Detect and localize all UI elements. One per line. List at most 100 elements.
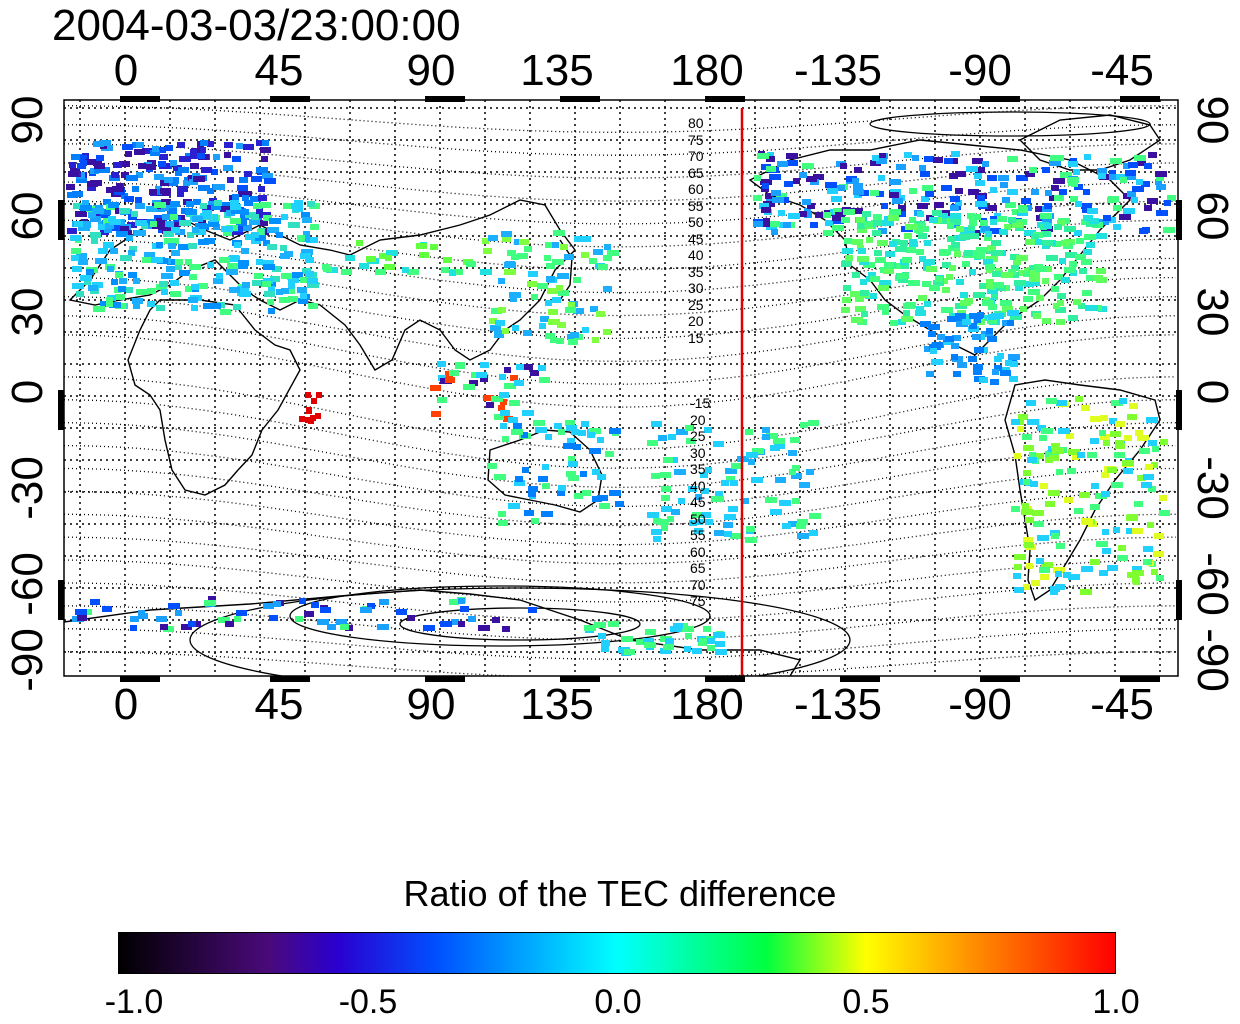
tec-data-point (565, 420, 575, 426)
tec-data-point (1127, 572, 1139, 578)
tick-bottom-label: 0 (113, 680, 139, 729)
tec-data-point (1029, 167, 1037, 173)
tec-data-point (922, 281, 931, 287)
tec-data-point (360, 607, 372, 613)
tec-data-point (837, 185, 845, 191)
frame-tick (425, 96, 465, 102)
tec-data-point (539, 377, 550, 383)
tec-data-point (535, 427, 547, 433)
tec-data-point (1144, 163, 1152, 169)
tec-data-point (345, 255, 355, 261)
tec-data-point (1040, 224, 1047, 230)
tec-data-point (1156, 184, 1166, 190)
tec-data-point (162, 214, 172, 220)
tec-data-point (517, 253, 528, 259)
tec-data-point (1099, 219, 1109, 225)
tec-data-point (288, 296, 298, 302)
tec-data-point (1041, 428, 1053, 434)
tec-data-point (951, 343, 959, 349)
tec-data-point (1091, 483, 1099, 489)
tec-data-point (209, 214, 218, 220)
tec-data-point (128, 250, 135, 256)
tec-data-point (540, 316, 549, 322)
tec-data-point (98, 224, 105, 230)
tec-data-point (509, 292, 521, 298)
tec-data-point (1024, 542, 1034, 548)
tec-data-point (846, 176, 857, 182)
tec-data-point (1054, 224, 1062, 230)
tec-data-point (1159, 495, 1167, 501)
tec-data-point (765, 497, 777, 503)
tec-data-point (889, 209, 901, 215)
tec-data-point (1101, 491, 1110, 497)
tec-data-point (950, 219, 961, 225)
tec-data-point (1041, 562, 1053, 568)
frame-tick (980, 676, 1020, 682)
tec-data-point (1039, 435, 1047, 441)
tec-data-point (865, 293, 877, 299)
tec-data-point (299, 598, 306, 604)
tec-data-point (150, 150, 160, 156)
tec-data-point (198, 185, 210, 191)
tec-data-point (299, 416, 305, 422)
tec-data-point (269, 615, 278, 621)
tec-data-point (857, 223, 866, 229)
tec-data-point (229, 255, 239, 261)
tec-data-point (962, 261, 970, 267)
tec-data-point (1052, 448, 1064, 454)
tec-data-point (222, 226, 233, 232)
tec-data-point (1027, 419, 1039, 425)
tec-data-point (589, 428, 601, 434)
tec-data-point (233, 304, 241, 310)
grid-lines (64, 100, 1178, 676)
tec-data-point (1127, 414, 1137, 420)
tec-data-point (98, 248, 108, 254)
tec-data-point (1010, 361, 1018, 367)
tec-data-point (115, 294, 125, 300)
tec-data-point (201, 167, 212, 173)
tec-data-point (1008, 354, 1020, 360)
tec-data-point (1042, 217, 1052, 223)
tec-data-point (947, 236, 955, 242)
tec-data-point (609, 490, 621, 496)
tec-data-point (245, 212, 256, 218)
tec-data-point (1081, 566, 1093, 572)
tec-data-point (306, 237, 318, 243)
tec-data-point (799, 482, 810, 488)
tec-data-point (118, 286, 126, 292)
tec-data-point (1113, 205, 1122, 211)
tec-data-point (1096, 268, 1106, 274)
tec-data-point (71, 248, 81, 254)
tec-data-point (310, 415, 316, 421)
tick-right-label: -90 (1188, 628, 1237, 692)
tec-data-point (725, 468, 737, 474)
tec-data-point (955, 200, 962, 206)
tec-data-point (582, 490, 591, 496)
tec-data-point (1054, 195, 1064, 201)
tec-data-point (251, 214, 259, 220)
tec-data-point (95, 258, 107, 264)
tec-data-point (939, 249, 951, 255)
contour-label: 75 (688, 131, 704, 148)
tec-data-point (548, 319, 560, 325)
tec-data-point (1081, 259, 1092, 265)
tec-data-point (949, 173, 958, 179)
tec-data-point (317, 619, 329, 625)
tec-data-point (239, 291, 251, 297)
tec-data-point (1086, 275, 1094, 281)
tec-data-point (501, 231, 512, 237)
tec-data-point (139, 613, 148, 619)
tec-data-point (165, 145, 173, 151)
tick-right-label: 60 (1188, 191, 1237, 241)
tec-data-point (1067, 468, 1076, 474)
tec-data-point (238, 260, 249, 266)
tec-data-point (701, 488, 709, 494)
tec-data-point (715, 491, 723, 497)
tec-data-point (1008, 217, 1016, 223)
tec-data-point (904, 152, 912, 158)
tec-data-point (156, 218, 165, 224)
tec-data-point (198, 239, 209, 245)
tec-data-point (1110, 431, 1121, 437)
tec-data-point (423, 625, 435, 631)
tec-data-point (1082, 519, 1093, 525)
